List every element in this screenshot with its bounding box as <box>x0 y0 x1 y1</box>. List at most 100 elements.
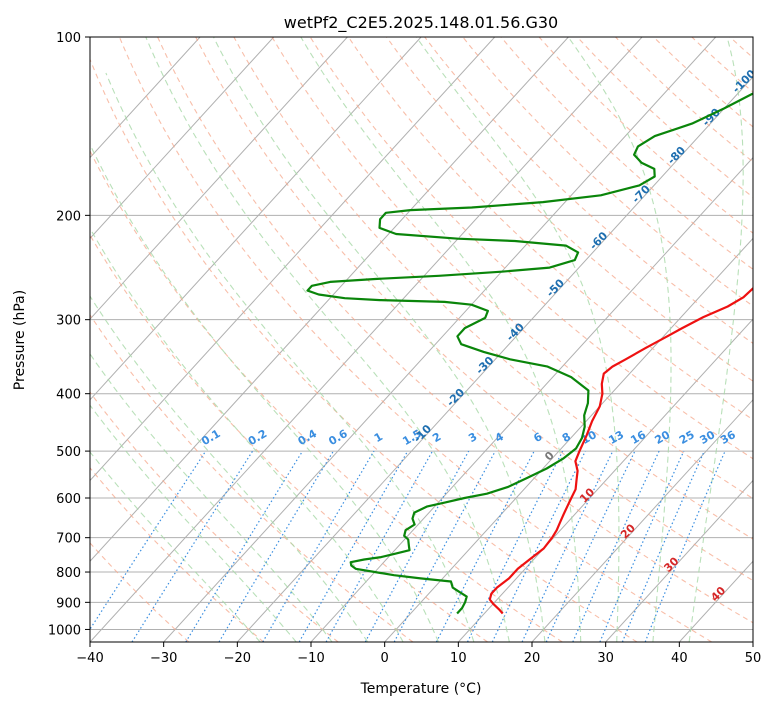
mixing-ratio-line <box>545 450 636 642</box>
isotherm-gridline <box>90 37 422 401</box>
mixing-ratio-label: 4 <box>493 430 506 445</box>
x-tick-label: 50 <box>745 651 762 666</box>
y-axis-title: Pressure (hPa) <box>12 290 28 390</box>
moist-adiabat <box>300 37 582 642</box>
y-tick-label: 700 <box>56 532 81 547</box>
moist-adiabat-label: 20 <box>618 521 638 541</box>
isotherm-gridline <box>163 37 717 642</box>
isotherm-gridline <box>236 76 753 642</box>
thetae-label: -30 <box>473 354 496 377</box>
mixing-ratio-line <box>521 450 614 642</box>
dry-adiabat <box>729 37 753 59</box>
mixing-ratio-label: 36 <box>718 428 738 447</box>
dewpoint-line <box>306 92 753 615</box>
moist-adiabat <box>688 37 744 642</box>
mixing-ratio-label: 3 <box>466 430 479 445</box>
isotherm-gridline <box>678 560 753 642</box>
mixing-ratio-label: 0.1 <box>199 427 222 448</box>
temperature-line <box>488 286 753 615</box>
dry-adiabat <box>538 37 753 234</box>
y-tick-label: 500 <box>56 445 81 460</box>
isotherm-gridline <box>90 37 275 240</box>
moist-adiabat <box>213 37 546 642</box>
dry-adiabat <box>90 313 414 642</box>
x-tick-label: −30 <box>150 651 177 666</box>
moist-adiabat <box>90 404 297 642</box>
x-tick-label: 10 <box>450 651 467 666</box>
dry-adiabat <box>271 37 753 500</box>
dry-adiabat <box>195 37 753 582</box>
mixing-ratio-line <box>90 450 207 631</box>
mixing-ratio-label: 13 <box>606 428 626 447</box>
dry-adiabat <box>90 149 563 642</box>
y-tick-label: 200 <box>56 209 81 224</box>
dry-adiabat <box>90 391 339 642</box>
dry-adiabat <box>90 234 488 642</box>
y-tick-label: 1000 <box>48 623 81 638</box>
moist-adiabat <box>90 451 261 642</box>
mixing-ratio-line <box>621 450 705 642</box>
mixing-ratio-line <box>466 450 564 642</box>
y-tick-label: 600 <box>56 492 81 507</box>
moist-adiabat <box>90 227 404 642</box>
isotherm-gridline <box>384 237 753 642</box>
x-tick-label: −40 <box>76 651 103 666</box>
thetae-label: -80 <box>665 144 688 167</box>
moist-adiabat <box>567 37 672 642</box>
mixing-ratio-line <box>131 450 254 642</box>
y-tick-label: 300 <box>56 314 81 329</box>
dry-adiabat <box>118 37 712 642</box>
mixing-ratio-label: 16 <box>628 428 648 447</box>
thetae-label: -100 <box>730 67 759 96</box>
thetae-label: -50 <box>544 276 567 299</box>
dry-adiabat <box>615 37 753 163</box>
mixing-ratio-label: 30 <box>697 428 717 447</box>
mixing-ratio-label: 1 <box>372 430 385 445</box>
mixing-ratio-line <box>185 450 304 642</box>
mixing-ratio-label: 0.6 <box>326 427 350 448</box>
x-axis-title: Temperature (°C) <box>360 681 482 697</box>
x-tick-label: 0 <box>381 651 389 666</box>
mixing-ratio-line <box>572 450 660 642</box>
axes: −40 −30 −20 −10 0 10 20 30 40 50 100 200 300 400 500 60… <box>48 31 761 666</box>
chart-title: wetPf2_C2E5.2025.148.01.56.G30 <box>284 13 558 33</box>
x-tick-label: 30 <box>597 651 614 666</box>
x-tick-label: 20 <box>524 651 541 666</box>
y-tick-label: 900 <box>56 596 81 611</box>
dry-adiabat <box>90 542 190 642</box>
isotherm-gridline <box>90 37 496 482</box>
thetae-label: -60 <box>587 229 610 252</box>
moist-adiabat <box>105 72 475 642</box>
mixing-ratio-line <box>644 450 726 642</box>
thetae-label: -40 <box>504 320 527 343</box>
x-tick-label: 40 <box>671 651 688 666</box>
y-tick-label: 100 <box>56 31 81 46</box>
thetae-label: -20 <box>444 386 467 409</box>
isotherm-gridline <box>310 156 753 642</box>
mixing-ratio-line <box>298 450 409 642</box>
isotherm-gridline <box>605 479 753 642</box>
dry-adiabat <box>90 58 638 642</box>
plot-area: 0.1 0.2 0.4 0.6 1 1.5 2 3 4 6 8 10 13 16 20 25 30 36-100-… <box>90 37 759 642</box>
isotherm-gridline <box>90 37 348 320</box>
dry-adiabat <box>386 37 753 382</box>
mixing-ratio-label: 25 <box>677 428 697 447</box>
mixing-ratio-line <box>262 450 375 642</box>
plot-frame <box>89 36 754 643</box>
mixing-ratio-label: 0.4 <box>296 427 320 448</box>
x-tick-label: −20 <box>224 651 251 666</box>
isotherm-gridline <box>531 399 753 642</box>
moist-adiabat <box>145 37 510 642</box>
moist-adiabat <box>90 295 369 642</box>
dry-adiabat <box>653 37 753 128</box>
isotherm-gridline <box>90 37 569 563</box>
mixing-ratio-line <box>599 450 685 642</box>
isotherm-gridline <box>752 641 753 642</box>
y-tick-label: 800 <box>56 566 81 581</box>
isotherm-gridline <box>90 37 201 159</box>
moist-adiabat <box>90 353 333 642</box>
mixing-ratio-line <box>491 450 586 642</box>
moist-adiabat-label: 40 <box>708 584 728 604</box>
moist-adiabat <box>415 37 620 642</box>
